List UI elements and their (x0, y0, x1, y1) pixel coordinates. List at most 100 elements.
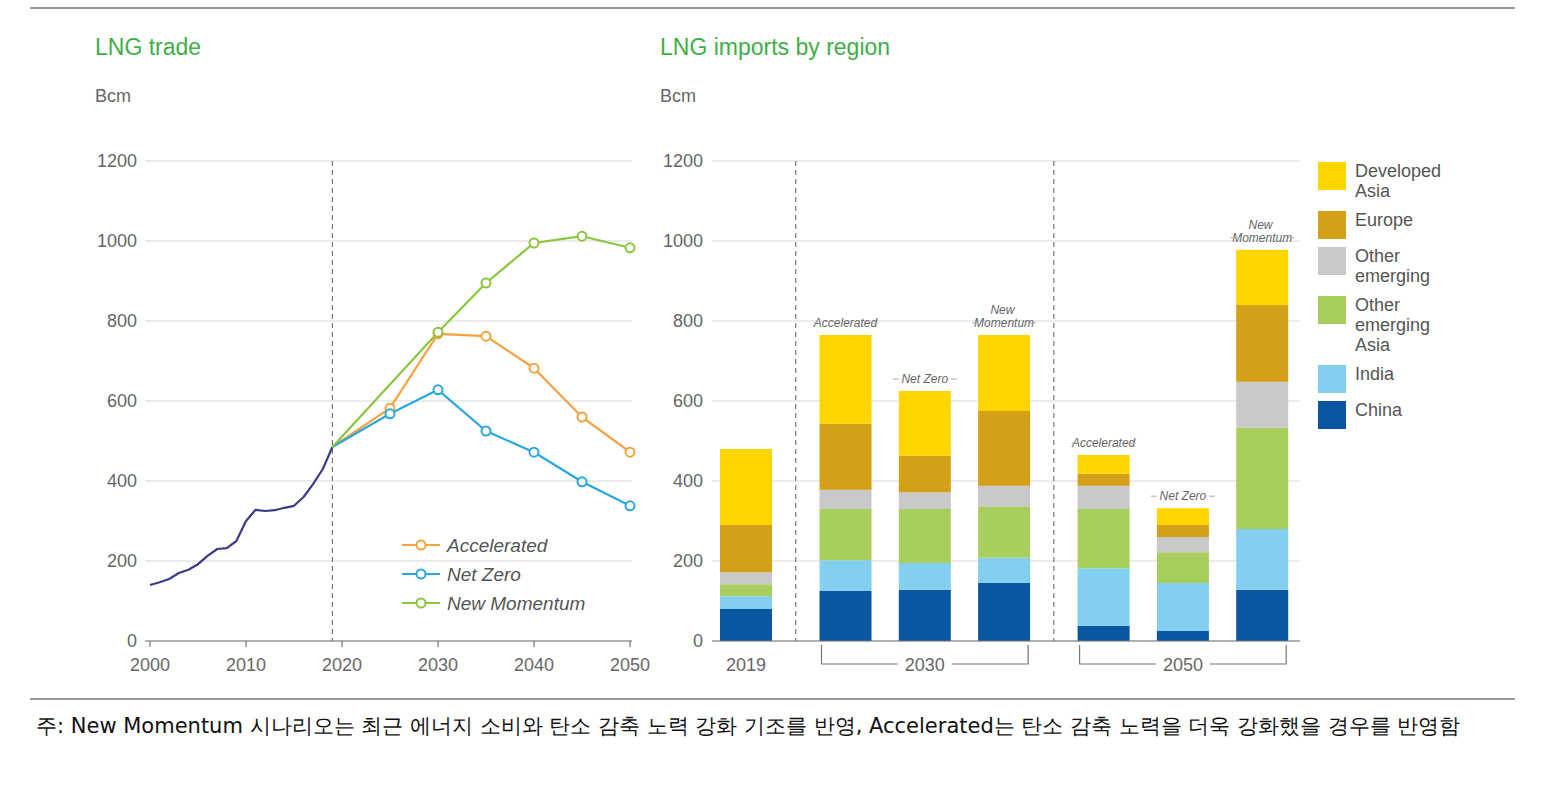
y-tick-label: 800 (107, 311, 137, 331)
legend-swatch (1318, 296, 1346, 324)
y-tick-label: 1000 (97, 231, 137, 251)
grid-line (145, 401, 632, 402)
bar-segment (899, 590, 951, 641)
point-marker (626, 243, 635, 252)
bar-segment (1078, 486, 1130, 509)
label-rule (951, 379, 957, 380)
label-rule (814, 323, 820, 324)
point-marker (578, 477, 587, 486)
label-rule (972, 323, 978, 324)
x-tick (437, 641, 438, 647)
y-tick-label: 200 (673, 551, 703, 571)
x-axis-line (712, 640, 1300, 641)
bar-segment (820, 509, 872, 560)
bar-segment (1236, 590, 1288, 641)
bar-segment (1236, 382, 1288, 428)
axis-label: Bcm (95, 86, 131, 106)
legend-label: Developed Asia (1355, 161, 1446, 201)
y-tick-label: 800 (673, 311, 703, 331)
y-tick-label: 400 (673, 471, 703, 491)
bar-segment (1236, 305, 1288, 382)
grid-line (145, 321, 632, 322)
category-label: Accelerated (1071, 436, 1136, 450)
bar-segment (978, 486, 1030, 507)
legend-marker (417, 570, 426, 579)
bar-segment (820, 424, 872, 490)
group-label: 2050 (1163, 655, 1203, 675)
point-marker (482, 332, 491, 341)
chart-title: LNG trade (95, 34, 201, 60)
y-tick-label: 600 (673, 391, 703, 411)
point-marker (482, 279, 491, 288)
y-tick-label: 1000 (663, 231, 703, 251)
y-tick-label: 0 (693, 631, 703, 651)
category-label: New Momentum (974, 303, 1034, 330)
point-marker (578, 232, 587, 241)
y-tick-label: 1200 (663, 151, 703, 171)
category-label: Net Zero (1160, 489, 1207, 503)
bar-segment (899, 492, 951, 509)
grid-line (145, 241, 632, 242)
bar-segment (720, 449, 772, 525)
label-rule (872, 323, 878, 324)
y-tick-label: 400 (107, 471, 137, 491)
group-label-bg (1156, 652, 1210, 676)
legend-marker (417, 541, 426, 550)
legend-swatch (1318, 365, 1346, 393)
bar-segment (720, 596, 772, 609)
point-marker (530, 448, 539, 457)
bar-segment (820, 560, 872, 591)
y-tick-label: 1200 (97, 151, 137, 171)
y-tick-label: 600 (107, 391, 137, 411)
legend-swatch (1318, 401, 1346, 429)
category-label: Accelerated (813, 316, 878, 330)
point-marker (626, 448, 635, 457)
x-tick-label: 2000 (130, 655, 170, 675)
legend-label: Other emerging Asia (1355, 295, 1435, 355)
group-label-bg (898, 652, 952, 676)
label-rule (1151, 496, 1157, 497)
legend-label: Europe (1355, 210, 1413, 230)
bar-segment (720, 609, 772, 641)
bar-segment (1078, 509, 1130, 568)
bar-segment (1157, 525, 1209, 537)
x-tick-label: 2030 (418, 655, 458, 675)
point-marker (482, 427, 491, 436)
y-tick-label: 200 (107, 551, 137, 571)
legend-swatch (1318, 162, 1346, 190)
label-rule (1288, 237, 1294, 238)
bar-segment (1078, 474, 1130, 486)
bar-segment (978, 507, 1030, 558)
legend-swatch (1318, 211, 1346, 239)
grid-line (712, 641, 1300, 642)
plot-area (150, 232, 635, 585)
x-tick-label: 2020 (322, 655, 362, 675)
chart-title: LNG imports by region (660, 34, 890, 60)
bar-segment (1078, 626, 1130, 641)
bar-segment (978, 558, 1030, 583)
label-rule (1072, 443, 1078, 444)
frame-rule (30, 699, 1515, 700)
bar-segment (899, 509, 951, 563)
legend-label: Net Zero (447, 564, 521, 585)
point-marker (578, 413, 587, 422)
legend-label: India (1355, 364, 1395, 384)
bar-segment (1236, 428, 1288, 529)
bar-segment (978, 411, 1030, 486)
bar-segment (720, 584, 772, 596)
bar-segment (978, 583, 1030, 641)
bar-segment (1078, 455, 1130, 474)
legend-label: China (1355, 400, 1403, 420)
point-marker (530, 239, 539, 248)
grid-line (145, 561, 632, 562)
point-marker (434, 385, 443, 394)
bar-segment (899, 563, 951, 590)
legend-label: New Momentum (447, 593, 585, 614)
grid-line (712, 241, 1300, 242)
series-line (332, 390, 630, 506)
x-tick-label: 2010 (226, 655, 266, 675)
plot-area (720, 250, 1288, 641)
point-marker (434, 328, 443, 337)
label-rule (1130, 443, 1136, 444)
axis-label: Bcm (660, 86, 696, 106)
